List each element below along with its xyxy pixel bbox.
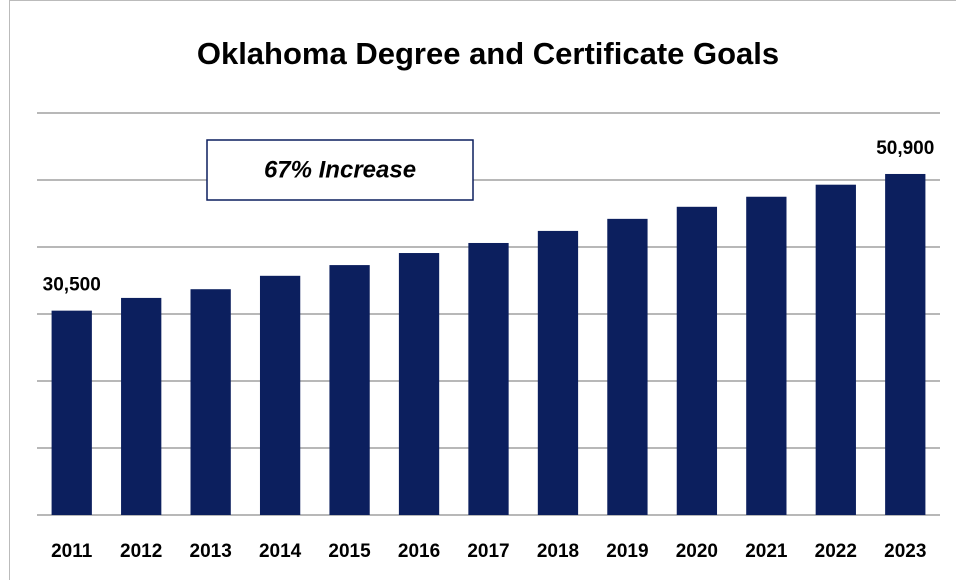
x-tick-label: 2015 xyxy=(328,541,371,562)
x-tick-label: 2017 xyxy=(467,541,509,562)
bar xyxy=(676,206,718,516)
bar xyxy=(51,310,92,515)
value-label: 30,500 xyxy=(43,275,101,296)
annotation: 67% Increase xyxy=(264,156,416,183)
bar xyxy=(607,218,648,516)
bar xyxy=(259,275,301,515)
x-tick-label: 2023 xyxy=(884,541,926,562)
bar xyxy=(190,289,231,515)
bar xyxy=(885,173,926,515)
x-tick-label: 2020 xyxy=(676,541,718,562)
x-tick-label: 2011 xyxy=(51,541,93,562)
bar xyxy=(121,297,162,515)
x-tick-label: 2019 xyxy=(606,541,648,562)
bar xyxy=(329,265,370,515)
x-tick-label: 2021 xyxy=(745,541,788,562)
x-tick-label: 2013 xyxy=(190,541,232,562)
bar xyxy=(537,230,579,516)
chart-title: Oklahoma Degree and Certificate Goals xyxy=(197,36,779,71)
x-tick-label: 2014 xyxy=(259,541,302,562)
bar xyxy=(398,253,440,515)
bar xyxy=(468,242,509,516)
x-tick-label: 2018 xyxy=(537,541,579,562)
x-tick-label: 2016 xyxy=(398,541,440,562)
bar xyxy=(815,184,856,515)
bar xyxy=(746,196,787,515)
annotation-box xyxy=(206,139,474,201)
x-tick-label: 2022 xyxy=(815,541,857,562)
x-tick-label: 2012 xyxy=(120,541,162,562)
value-label: 50,900 xyxy=(876,138,934,159)
